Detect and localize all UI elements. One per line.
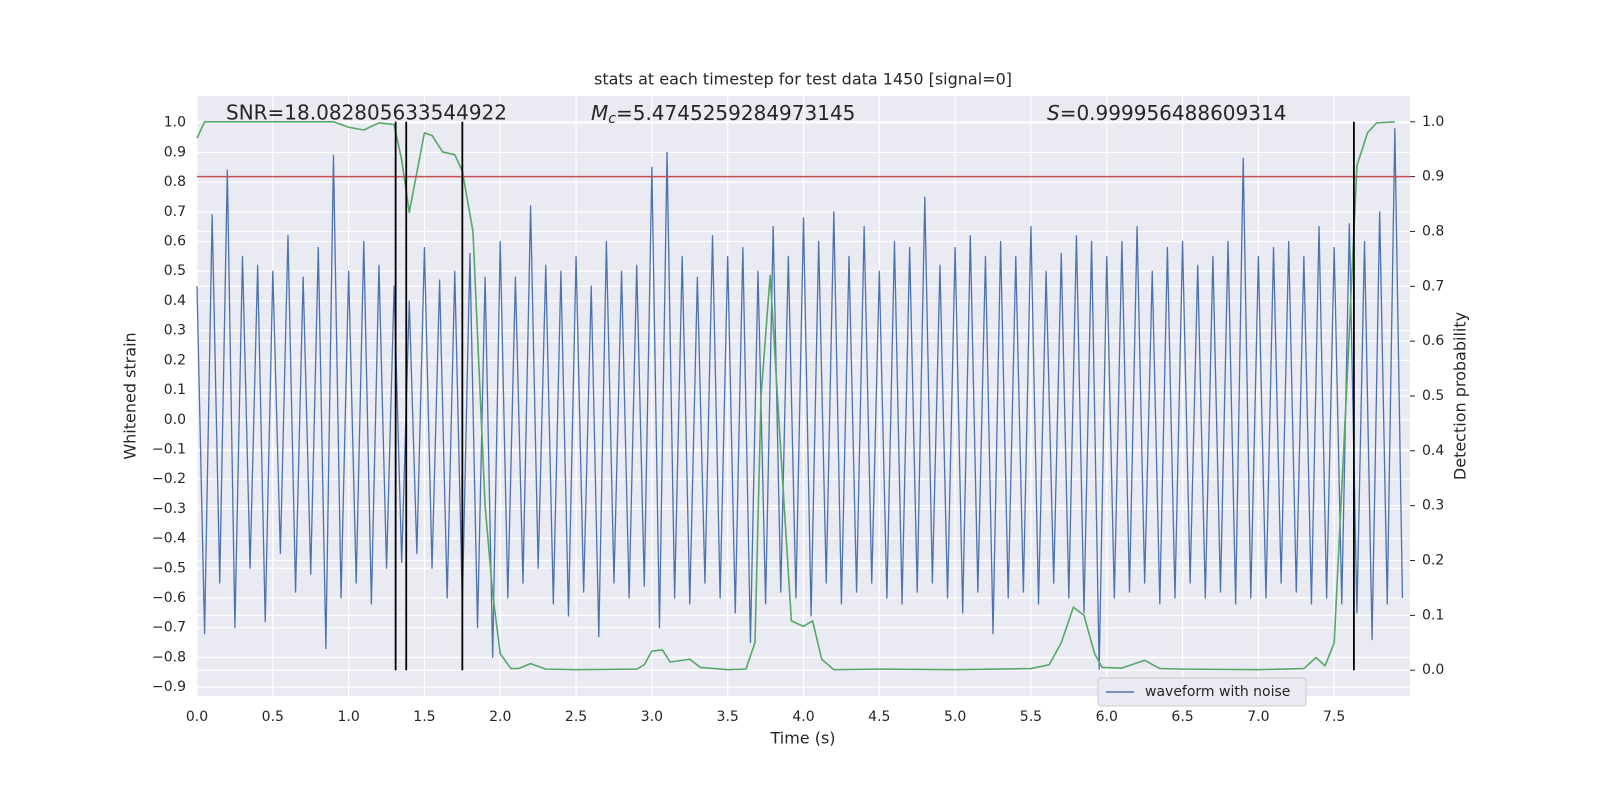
y2-axis-label: Detection probability	[1451, 312, 1470, 480]
series-line	[196, 120, 1395, 671]
y2-tick-label: 0.5	[1422, 388, 1444, 404]
series-line	[196, 128, 1404, 670]
y-tick-label: −0.6	[152, 590, 186, 606]
s-symbol: S	[1047, 101, 1060, 125]
y-tick-label: 0.2	[164, 352, 186, 368]
x-tick-label: 3.0	[641, 709, 663, 725]
snr-annotation: SNR=18.082805633544922	[226, 101, 507, 125]
y-tick-label: −0.9	[152, 679, 186, 695]
y-tick-label: 0.4	[164, 293, 186, 309]
y2-tick-label: 0.2	[1422, 553, 1444, 569]
grid	[196, 96, 1410, 696]
x-tick-label: 4.0	[792, 709, 814, 725]
mc-symbol: M	[591, 101, 608, 125]
y-tick-label: 1.0	[164, 115, 186, 131]
x-tick-label: 5.0	[944, 709, 966, 725]
s-value: =0.999956488609314	[1060, 101, 1287, 125]
x-tick-label: 6.0	[1096, 709, 1118, 725]
x-tick-label: 5.5	[1020, 709, 1042, 725]
y-tick-label: −0.3	[152, 501, 186, 517]
x-tick-label: 2.5	[565, 709, 587, 725]
y2-tick-label: 0.6	[1422, 333, 1444, 349]
mc-value: =5.4745259284973145	[616, 101, 855, 125]
y-tick-label: 0.5	[164, 263, 186, 279]
y2-tick-label: 0.7	[1422, 278, 1444, 294]
y2-tick-label: 0.1	[1422, 607, 1444, 623]
y2-tick-label: 1.0	[1422, 114, 1444, 130]
x-tick-label: 4.5	[868, 709, 890, 725]
x-axis-label: Time (s)	[769, 729, 835, 748]
x-tick-label: 0.5	[262, 709, 284, 725]
x-tick-label: 2.0	[489, 709, 511, 725]
x-tick-label: 0.0	[186, 709, 208, 725]
y-tick-label: 0.1	[164, 382, 186, 398]
y-tick-label: 0.0	[164, 412, 186, 428]
s-annotation: S=0.999956488609314	[1047, 101, 1286, 125]
x-tick-label: 1.5	[413, 709, 435, 725]
y2-tick-label: 0.4	[1422, 443, 1444, 459]
y2-tick-label: 0.3	[1422, 498, 1444, 514]
mc-annotation: Mc=5.4745259284973145	[591, 101, 855, 128]
x-tick-label: 3.5	[717, 709, 739, 725]
mc-subscript: c	[608, 111, 616, 127]
legend-label: waveform with noise	[1145, 684, 1290, 700]
y2-tick-label: 0.0	[1422, 662, 1444, 678]
x-tick-label: 6.5	[1171, 709, 1193, 725]
x-tick-label: 1.0	[337, 709, 359, 725]
chart-title: stats at each timestep for test data 145…	[594, 70, 1012, 89]
y-tick-label: 0.9	[164, 144, 186, 160]
x-tick-label: 7.5	[1323, 709, 1345, 725]
y2-tick-label: 0.8	[1422, 223, 1444, 239]
y-tick-label: 0.7	[164, 204, 186, 220]
y2-tick-label: 0.9	[1422, 169, 1444, 185]
y-tick-label: 0.6	[164, 234, 186, 250]
legend-box	[1097, 677, 1307, 707]
y-tick-label: −0.8	[152, 649, 186, 665]
y-tick-label: −0.2	[152, 471, 186, 487]
y-tick-label: −0.4	[152, 531, 186, 547]
y-tick-label: −0.1	[152, 441, 186, 457]
x-tick-label: 7.0	[1247, 709, 1269, 725]
y-tick-label: −0.7	[152, 620, 186, 636]
y-tick-label: −0.5	[152, 560, 186, 576]
y-tick-label: 0.8	[164, 174, 186, 190]
marks	[196, 120, 1410, 671]
y-tick-label: 0.3	[164, 323, 186, 339]
y-axis-label: Whitened strain	[121, 332, 140, 459]
